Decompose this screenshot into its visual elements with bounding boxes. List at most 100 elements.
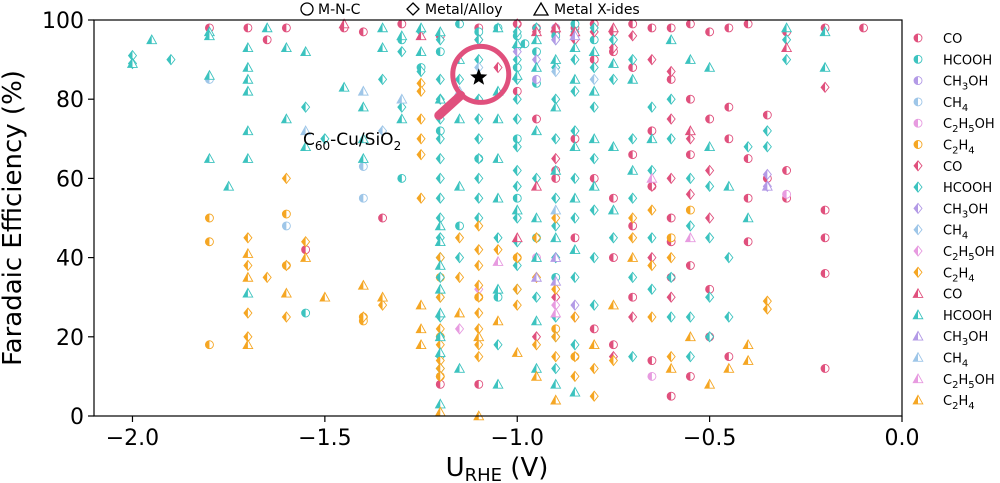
data-point-diamond-c2h4	[435, 291, 445, 303]
data-point-diamond-hcooh	[570, 338, 580, 351]
data-point-diamond-co	[666, 65, 676, 78]
data-point-diamond-hcooh	[474, 192, 484, 204]
data-point-triangle-c2h4	[473, 331, 485, 342]
data-point-circle-c2h4	[685, 205, 695, 215]
data-point-triangle-hcooh	[684, 53, 696, 64]
legend-label: CH3OH	[943, 75, 988, 93]
data-point-diamond-hcooh	[435, 133, 445, 145]
data-point-triangle-hcooh	[492, 283, 504, 294]
data-point-circle-co	[608, 253, 618, 263]
data-point-diamond-c2h4	[647, 311, 657, 323]
data-point-circle-co	[666, 23, 676, 33]
data-point-circle-co	[685, 19, 695, 29]
data-point-triangle-ch4	[300, 125, 312, 136]
legend-label: C2H4	[943, 266, 975, 284]
data-point-triangle-hcooh	[704, 140, 716, 152]
data-point-triangle-hcooh	[434, 259, 446, 270]
data-point-circle-co	[724, 352, 734, 362]
data-point-diamond-c2h4	[628, 232, 638, 244]
data-point-diamond-hcooh	[570, 85, 580, 98]
data-point-triangle-c2h4	[242, 271, 254, 282]
legend-marker-triangle-hcooh	[912, 309, 924, 320]
data-point-triangle-hcooh	[492, 152, 504, 163]
data-point-circle-hcooh	[301, 308, 311, 318]
x-axis-ticks: −2.0 −1.5 −1.0 −0.5 0.0	[106, 416, 920, 451]
data-point-diamond-hcooh	[435, 73, 445, 86]
data-point-circle-co	[628, 292, 638, 302]
data-point-diamond-hcooh	[589, 251, 599, 264]
data-point-circle-c2h4	[204, 213, 214, 223]
data-point-diamond-c2h4	[454, 232, 465, 244]
data-point-diamond-hcooh	[512, 212, 522, 224]
data-point-triangle-hcooh	[242, 41, 254, 53]
data-point-diamond-hcooh	[589, 152, 599, 165]
data-point-diamond-hcooh	[647, 232, 657, 244]
data-point-diamond-hcooh	[705, 291, 715, 303]
data-point-diamond-hcooh	[628, 192, 638, 204]
data-point-triangle-hcooh	[569, 140, 581, 152]
data-point-diamond-hcooh	[589, 22, 599, 34]
data-point-triangle-hcooh	[607, 57, 619, 68]
legend-label: CO	[943, 160, 962, 175]
data-point-triangle-hcooh	[357, 133, 369, 144]
data-point-diamond-ch3oh	[762, 168, 772, 181]
highlight	[434, 43, 512, 120]
data-point-triangle-hcooh	[819, 26, 831, 37]
data-point-diamond-hcooh	[666, 271, 676, 284]
data-point-triangle-c2h4	[242, 247, 254, 258]
data-point-diamond-c2h4	[570, 311, 580, 323]
data-point-triangle-c2h4	[357, 279, 369, 290]
data-point-diamond-c2h4	[474, 350, 484, 363]
data-point-circle-co	[281, 23, 291, 33]
data-point-diamond-c2h4	[551, 212, 561, 224]
data-point-triangle-ch3oh	[550, 251, 562, 262]
data-point-triangle-hcooh	[300, 45, 312, 56]
data-point-triangle-hcooh	[242, 125, 254, 136]
data-point-circle-co	[647, 23, 657, 33]
data-point-diamond-hcooh	[570, 172, 580, 185]
data-point-circle-co	[705, 114, 715, 124]
data-point-triangle-hcooh	[588, 85, 600, 96]
data-point-circle-hcooh	[520, 39, 530, 49]
data-point-diamond-co	[666, 291, 676, 303]
data-point-diamond-hcooh	[474, 133, 484, 145]
data-point-circle-co	[820, 233, 830, 243]
data-point-circle-hcooh	[570, 19, 580, 29]
data-point-diamond-hcooh	[474, 172, 484, 185]
data-point-diamond-hcooh	[377, 73, 388, 86]
data-point-circle-co	[628, 221, 638, 231]
data-point-diamond-hcooh	[512, 140, 522, 153]
data-point-diamond-hcooh	[724, 311, 734, 323]
alloy-diamond-icon	[406, 2, 420, 16]
y-tick-label: 80	[56, 88, 84, 113]
data-point-triangle-hcooh	[492, 378, 504, 389]
data-point-diamond-c2h4	[243, 259, 253, 272]
data-point-triangle-hcooh	[357, 101, 369, 112]
points-layer	[126, 18, 868, 421]
data-point-diamond-hcooh	[647, 283, 657, 296]
data-point-triangle-hcooh	[453, 180, 466, 191]
data-point-diamond-hcooh	[493, 232, 503, 244]
data-point-diamond-c2h4	[416, 133, 426, 145]
legend-label: CH4	[943, 224, 968, 242]
data-point-triangle-co	[550, 22, 562, 33]
data-point-diamond-hcooh	[474, 212, 484, 224]
data-point-circle-hcooh	[397, 173, 407, 183]
data-point-diamond-hcooh	[685, 220, 695, 232]
data-point-triangle-c2h4	[742, 338, 754, 350]
legend-marker-diamond-c2h5oh	[913, 245, 923, 257]
data-point-diamond-c2h4	[416, 192, 426, 204]
data-point-diamond-hcooh	[551, 133, 561, 145]
data-point-diamond-c2h4	[454, 271, 465, 284]
data-point-diamond-c2h4	[493, 243, 503, 256]
data-point-circle-co	[608, 193, 618, 203]
data-point-diamond-c2h4	[666, 350, 676, 363]
data-point-diamond-c2h4	[281, 259, 291, 272]
data-point-diamond-c2h4	[512, 283, 522, 296]
data-point-diamond-co	[820, 81, 830, 94]
data-point-circle-co	[608, 340, 618, 350]
data-point-triangle-hcooh	[511, 204, 523, 215]
data-point-triangle-hcooh	[569, 41, 581, 53]
data-point-triangle-c2h4	[684, 331, 696, 342]
